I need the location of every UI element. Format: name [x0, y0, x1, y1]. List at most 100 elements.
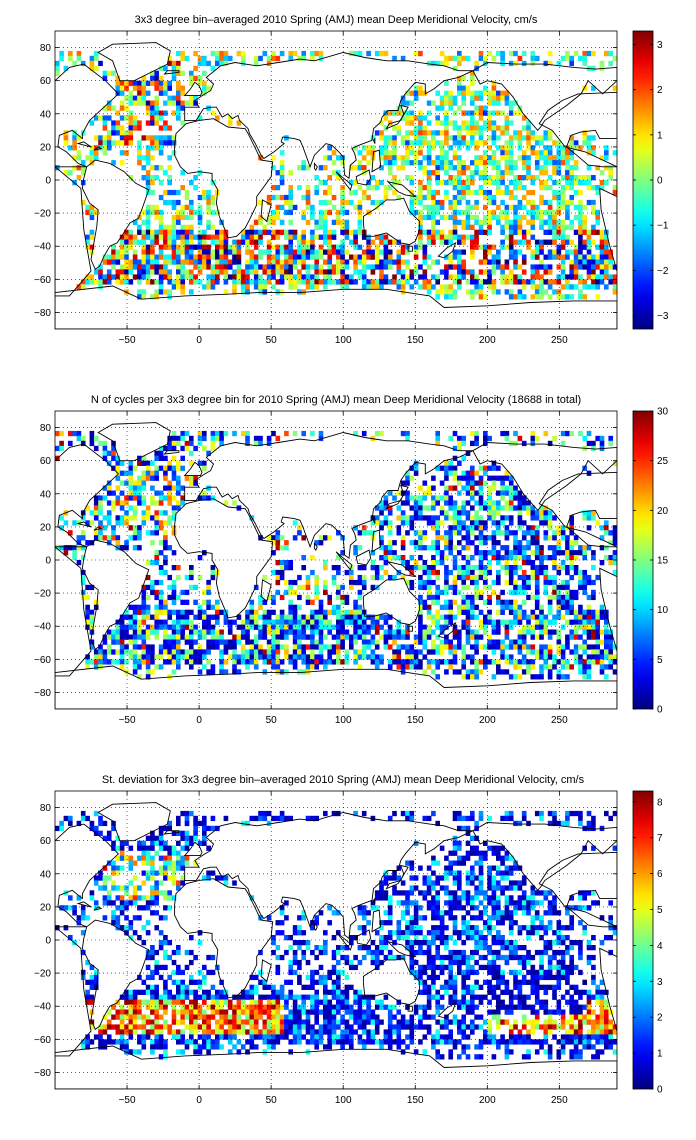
heatmap-cell	[496, 475, 501, 481]
heatmap-cell	[431, 579, 436, 586]
heatmap-cell	[431, 475, 436, 481]
heatmap-cell	[547, 160, 553, 166]
heatmap-cell	[327, 624, 333, 630]
heatmap-cell	[202, 490, 207, 496]
heatmap-cell	[271, 165, 276, 171]
heatmap-cell	[426, 145, 432, 151]
heatmap-cell	[197, 115, 203, 121]
heatmap-cell	[163, 85, 168, 91]
heatmap-cell	[258, 239, 263, 245]
heatmap-cell	[573, 624, 579, 630]
heatmap-cell	[262, 609, 268, 615]
heatmap-cell	[552, 289, 557, 295]
heatmap-cell	[115, 500, 121, 506]
heatmap-cell	[491, 180, 497, 186]
heatmap-cell	[513, 560, 518, 566]
heatmap-cell	[180, 239, 186, 245]
heatmap-cell	[474, 110, 479, 116]
heatmap-cell	[604, 624, 609, 630]
heatmap-cell	[422, 480, 428, 486]
heatmap-cell	[137, 619, 142, 625]
heatmap-cell	[491, 649, 497, 655]
heatmap-cell	[305, 654, 311, 660]
heatmap-cell	[487, 599, 492, 605]
heatmap-cell	[202, 234, 207, 240]
heatmap-cell	[444, 545, 449, 551]
heatmap-cell	[318, 654, 324, 660]
heatmap-cell	[452, 199, 458, 206]
heatmap-cell	[349, 254, 354, 260]
heatmap-cell	[180, 100, 186, 106]
heatmap-cell	[513, 485, 518, 491]
heatmap-cell	[266, 624, 272, 630]
heatmap-cell	[569, 520, 575, 526]
heatmap-cell	[366, 249, 371, 255]
heatmap-cell	[245, 244, 250, 250]
heatmap-cell	[150, 155, 155, 161]
heatmap-cell	[422, 249, 428, 255]
colorbar-tick-label: −1	[657, 221, 669, 232]
heatmap-cell	[59, 525, 64, 531]
heatmap-cell	[275, 185, 281, 191]
heatmap-cell	[89, 659, 95, 665]
heatmap-cell	[534, 550, 540, 556]
heatmap-cell	[487, 90, 492, 96]
heatmap-cell	[98, 279, 103, 285]
heatmap-cell	[59, 515, 64, 521]
heatmap-cell	[150, 269, 155, 275]
heatmap-cell	[530, 574, 536, 581]
heatmap-cell	[171, 475, 177, 481]
heatmap-cell	[474, 565, 479, 571]
heatmap-cell	[197, 634, 203, 640]
heatmap-cell	[85, 664, 90, 670]
heatmap-cell	[106, 115, 112, 121]
heatmap-cell	[171, 485, 177, 491]
heatmap-cell	[150, 560, 155, 566]
heatmap-cell	[349, 279, 354, 285]
heatmap-cell	[344, 614, 350, 620]
heatmap-cell	[513, 540, 518, 546]
heatmap-cell	[141, 515, 147, 521]
heatmap-cell	[457, 219, 462, 225]
heatmap-cell	[543, 229, 549, 235]
heatmap-cell	[323, 584, 328, 591]
heatmap-cell	[141, 629, 147, 635]
heatmap-cell	[158, 254, 164, 260]
heatmap-cell	[474, 614, 479, 620]
heatmap-cell	[141, 500, 147, 506]
heatmap-cell	[491, 269, 497, 275]
heatmap-cell	[383, 550, 389, 556]
heatmap-cell	[556, 150, 562, 156]
heatmap-cell	[591, 209, 596, 216]
heatmap-cell	[543, 584, 549, 591]
heatmap-cell	[444, 619, 449, 625]
heatmap-cell	[387, 545, 393, 551]
heatmap-cell	[582, 204, 588, 211]
heatmap-cell	[145, 609, 151, 615]
heatmap-cell	[232, 274, 237, 280]
heatmap-cell	[478, 229, 484, 235]
heatmap-cell	[556, 545, 562, 551]
heatmap-cell	[439, 659, 445, 665]
heatmap-cell	[452, 140, 458, 146]
heatmap-cell	[184, 624, 190, 630]
heatmap-cell	[357, 609, 363, 615]
heatmap-cell	[547, 520, 553, 526]
heatmap-cell	[470, 160, 475, 166]
heatmap-cell	[534, 175, 540, 181]
heatmap-cell	[431, 214, 436, 221]
heatmap-cell	[167, 644, 173, 650]
heatmap-cell	[452, 654, 458, 660]
heatmap-cell	[539, 654, 544, 660]
heatmap-cell	[405, 115, 410, 121]
heatmap-cell	[517, 219, 523, 225]
heatmap-cell	[604, 520, 609, 526]
heatmap-cell	[526, 649, 531, 655]
heatmap-cell	[392, 574, 397, 581]
heatmap-cell	[465, 185, 471, 191]
heatmap-cell	[279, 574, 285, 581]
heatmap-cell	[508, 589, 514, 596]
heatmap-cell	[508, 189, 514, 196]
heatmap-cell	[219, 269, 224, 275]
heatmap-cell	[158, 150, 164, 156]
